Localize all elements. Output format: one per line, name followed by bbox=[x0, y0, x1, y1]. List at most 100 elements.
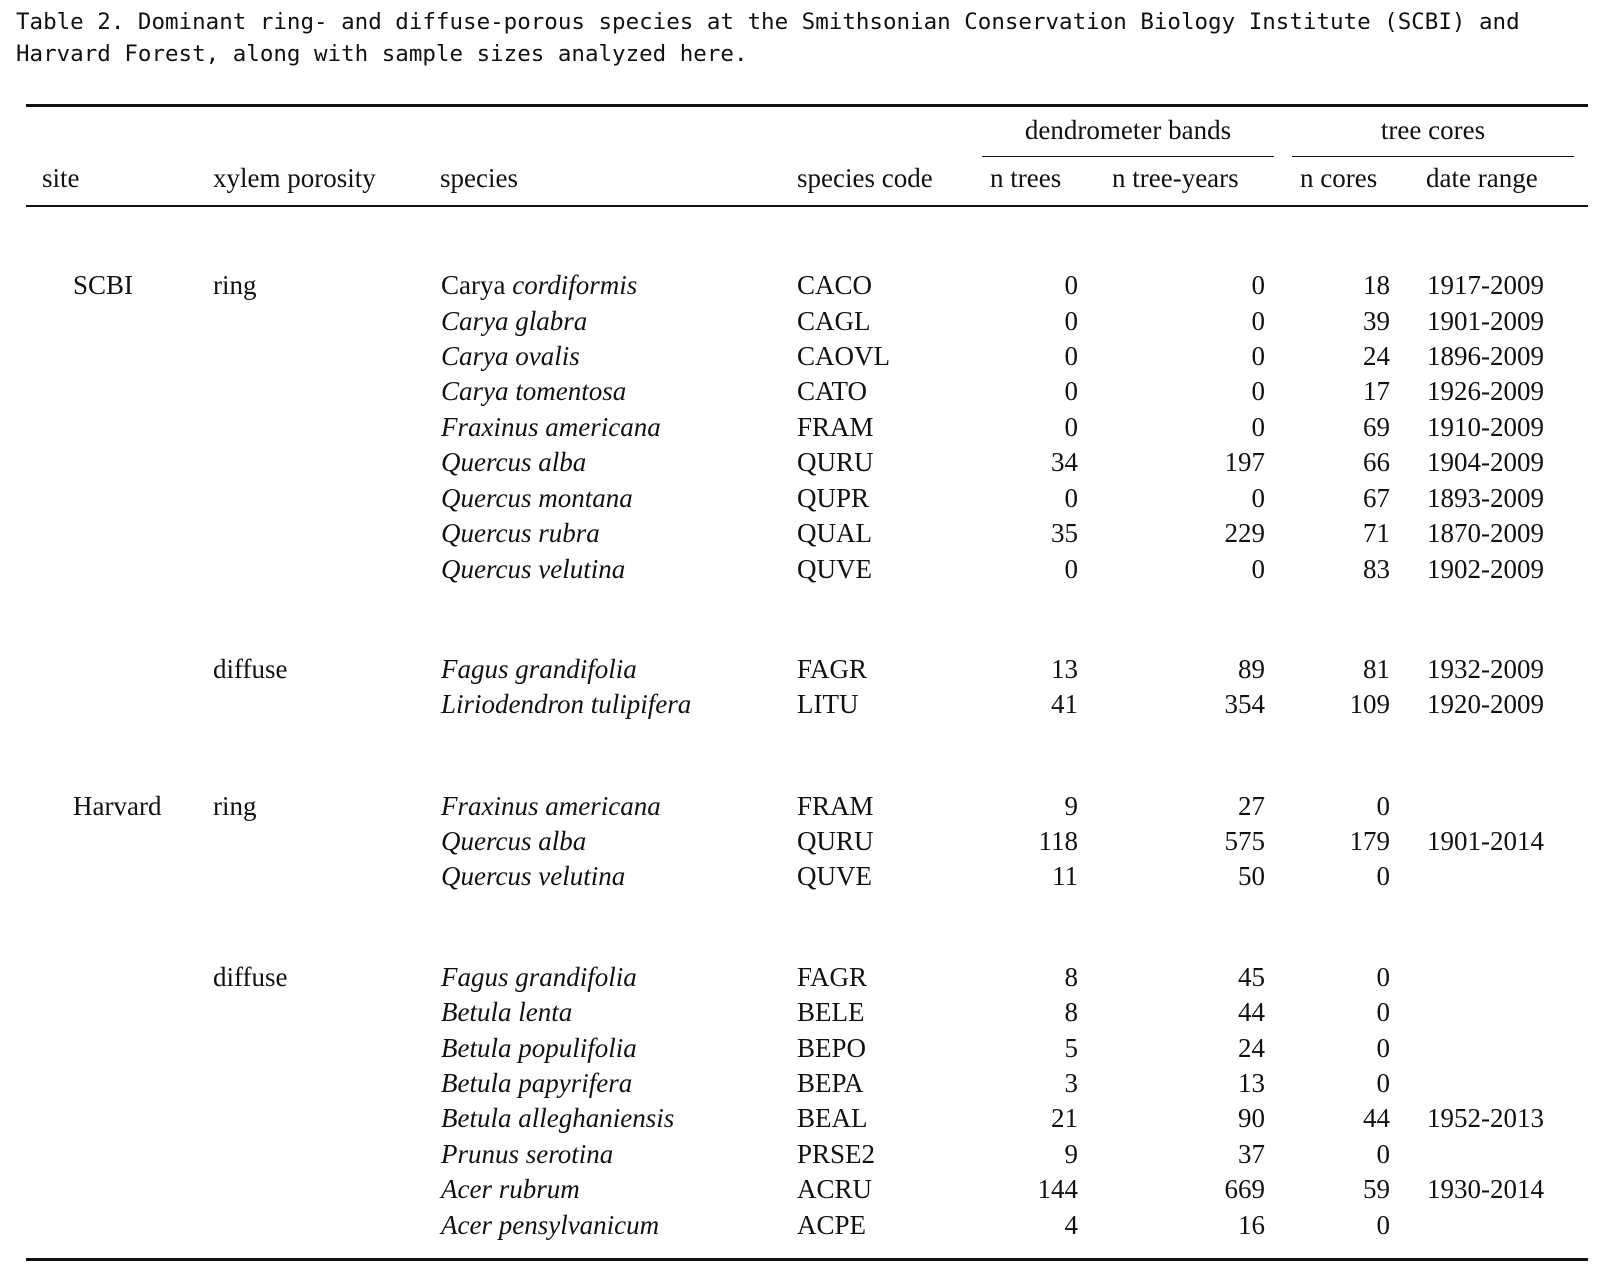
species-epithet: papyrifera bbox=[518, 1068, 633, 1098]
table-row: Liriodendron tulipifera LITU 41 354 109 1920-… bbox=[0, 687, 1604, 723]
cell-n-tree-years: 13 bbox=[1238, 1068, 1265, 1098]
cell-n-trees: 144 bbox=[1037, 1174, 1079, 1204]
cell-n-trees: 0 bbox=[1064, 376, 1079, 406]
cell-species-code: ACRU bbox=[797, 1174, 873, 1204]
table-row: Acer pensylvanicum ACPE 4 16 0 bbox=[0, 1208, 1604, 1244]
cell-species-code: PRSE2 bbox=[797, 1139, 876, 1169]
species-genus: Prunus bbox=[441, 1139, 520, 1169]
col-header-n-tree-years: n tree-years bbox=[1112, 163, 1239, 193]
cell-n-tree-years: 27 bbox=[1238, 791, 1265, 821]
cell-n-trees: 0 bbox=[1064, 412, 1079, 442]
table-row: Quercus alba QURU 34 197 66 1904-2009 bbox=[0, 445, 1604, 481]
species-genus: Carya bbox=[441, 306, 509, 336]
species-epithet: pensylvanicum bbox=[498, 1210, 660, 1240]
cell-species: Liriodendron tulipifera bbox=[441, 687, 691, 721]
species-genus: Quercus bbox=[441, 826, 532, 856]
species-genus: Fagus bbox=[441, 962, 509, 992]
cell-date-range: 1896-2009 bbox=[1427, 341, 1544, 371]
cell-n-cores: 39 bbox=[1363, 306, 1390, 336]
cell-date-range: 1910-2009 bbox=[1427, 412, 1544, 442]
cell-n-tree-years: 197 bbox=[1224, 447, 1266, 477]
cell-n-trees: 118 bbox=[1038, 826, 1079, 856]
cell-species-code: QUPR bbox=[797, 483, 870, 513]
species-epithet: ovalis bbox=[515, 341, 580, 371]
species-genus: Betula bbox=[441, 1068, 512, 1098]
cell-n-cores: 0 bbox=[1376, 861, 1391, 891]
col-header-date-range: date range bbox=[1426, 163, 1538, 193]
species-genus: Quercus bbox=[441, 518, 532, 548]
cell-n-cores: 0 bbox=[1376, 1033, 1391, 1063]
table-row: Carya ovalis CAOVL 0 0 24 1896-2009 bbox=[0, 339, 1604, 375]
cell-n-tree-years: 37 bbox=[1238, 1139, 1265, 1169]
table-row: Quercus velutina QUVE 11 50 0 bbox=[0, 859, 1604, 895]
cell-n-cores: 67 bbox=[1363, 483, 1390, 513]
cell-n-trees: 8 bbox=[1064, 997, 1079, 1027]
cell-date-range: 1901-2014 bbox=[1427, 826, 1544, 856]
table-row: Betula alleghaniensis BEAL 21 90 44 1952-2013 bbox=[0, 1101, 1604, 1137]
cell-species-code: QUVE bbox=[797, 861, 872, 891]
species-genus: Liriodendron bbox=[441, 689, 585, 719]
table-row: Betula populifolia BEPO 5 24 0 bbox=[0, 1031, 1604, 1067]
table-row: Harvard ring Fraxinus americana FRAM 9 27 0 bbox=[0, 789, 1604, 825]
cell-n-cores: 0 bbox=[1376, 997, 1391, 1027]
cell-xylem-porosity: ring bbox=[213, 791, 257, 821]
cell-species: Quercus velutina bbox=[441, 859, 625, 893]
cell-species-code: CACO bbox=[797, 270, 873, 300]
table-row: Betula lenta BELE 8 44 0 bbox=[0, 995, 1604, 1031]
cell-n-cores: 0 bbox=[1376, 1210, 1391, 1240]
species-genus: Carya bbox=[441, 341, 509, 371]
species-genus: Quercus bbox=[441, 861, 532, 891]
cell-n-cores: 66 bbox=[1363, 447, 1390, 477]
species-genus: Quercus bbox=[441, 483, 532, 513]
cell-species-code: FRAM bbox=[797, 791, 874, 821]
top-rule bbox=[26, 104, 1588, 107]
cell-n-trees: 9 bbox=[1064, 791, 1079, 821]
species-epithet: tomentosa bbox=[515, 376, 627, 406]
table-row: Quercus velutina QUVE 0 0 83 1902-2009 bbox=[0, 552, 1604, 588]
species-genus: Fraxinus bbox=[441, 791, 539, 821]
cell-n-cores: 0 bbox=[1376, 962, 1391, 992]
cell-species: Betula papyrifera bbox=[441, 1066, 632, 1100]
group-header-dendrometer-bands: dendrometer bands bbox=[1024, 115, 1232, 145]
cell-n-cores: 0 bbox=[1376, 791, 1391, 821]
table-row: SCBI ring Carya cordiformis CACO 0 0 18 1917-20… bbox=[0, 268, 1604, 304]
cell-site: Harvard bbox=[73, 791, 162, 821]
species-genus: Betula bbox=[441, 1103, 512, 1133]
cell-species-code: QUAL bbox=[797, 518, 872, 548]
table-row: Quercus rubra QUAL 35 229 71 1870-2009 bbox=[0, 516, 1604, 552]
species-genus: Fraxinus bbox=[441, 412, 539, 442]
col-header-xylem-porosity: xylem porosity bbox=[213, 163, 376, 193]
cell-n-cores: 17 bbox=[1363, 376, 1390, 406]
cell-n-trees: 0 bbox=[1064, 341, 1079, 371]
cell-n-trees: 8 bbox=[1064, 962, 1079, 992]
cell-date-range: 1893-2009 bbox=[1427, 483, 1544, 513]
species-epithet: americana bbox=[545, 791, 661, 821]
cell-n-tree-years: 0 bbox=[1251, 270, 1266, 300]
cell-species-code: CAGL bbox=[797, 306, 871, 336]
cell-n-tree-years: 0 bbox=[1251, 306, 1266, 336]
cell-n-trees: 41 bbox=[1051, 689, 1078, 719]
species-genus: Betula bbox=[441, 997, 512, 1027]
species-epithet: grandifolia bbox=[515, 962, 637, 992]
table-row: Carya tomentosa CATO 0 0 17 1926-2009 bbox=[0, 374, 1604, 410]
cell-species-code: FAGR bbox=[797, 654, 868, 684]
cell-species: Carya tomentosa bbox=[441, 374, 626, 408]
species-epithet: alba bbox=[538, 447, 587, 477]
species-epithet: tulipifera bbox=[590, 689, 692, 719]
cell-date-range: 1917-2009 bbox=[1427, 270, 1544, 300]
cell-date-range: 1901-2009 bbox=[1427, 306, 1544, 336]
cell-date-range: 1930-2014 bbox=[1427, 1174, 1544, 1204]
cell-species-code: QURU bbox=[797, 826, 874, 856]
header-rule bbox=[26, 205, 1588, 207]
cell-n-tree-years: 90 bbox=[1238, 1103, 1265, 1133]
cell-n-cores: 44 bbox=[1363, 1103, 1390, 1133]
table-row: Prunus serotina PRSE2 9 37 0 bbox=[0, 1137, 1604, 1173]
cell-n-trees: 4 bbox=[1064, 1210, 1079, 1240]
cell-species-code: CAOVL bbox=[797, 341, 890, 371]
bottom-rule bbox=[26, 1258, 1588, 1261]
cell-species-code: FRAM bbox=[797, 412, 874, 442]
cell-n-cores: 81 bbox=[1363, 654, 1390, 684]
cell-date-range: 1952-2013 bbox=[1427, 1103, 1544, 1133]
cell-n-trees: 13 bbox=[1051, 654, 1078, 684]
